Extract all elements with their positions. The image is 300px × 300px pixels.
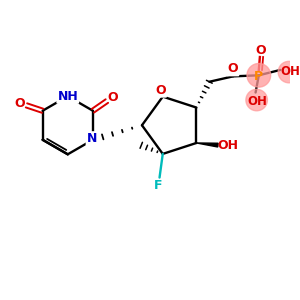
Text: P: P — [254, 70, 263, 83]
Text: OH: OH — [217, 139, 238, 152]
Circle shape — [246, 89, 267, 111]
Text: OH: OH — [280, 64, 300, 77]
Text: F: F — [154, 178, 163, 192]
Text: O: O — [107, 91, 118, 104]
Text: NH: NH — [57, 90, 78, 103]
Text: O: O — [15, 97, 25, 110]
Text: OH: OH — [248, 94, 268, 108]
Text: O: O — [155, 84, 166, 97]
Text: N: N — [87, 132, 97, 145]
Circle shape — [247, 64, 271, 87]
Text: O: O — [256, 44, 266, 57]
Polygon shape — [196, 143, 218, 147]
Circle shape — [278, 61, 300, 83]
Text: O: O — [228, 62, 238, 75]
